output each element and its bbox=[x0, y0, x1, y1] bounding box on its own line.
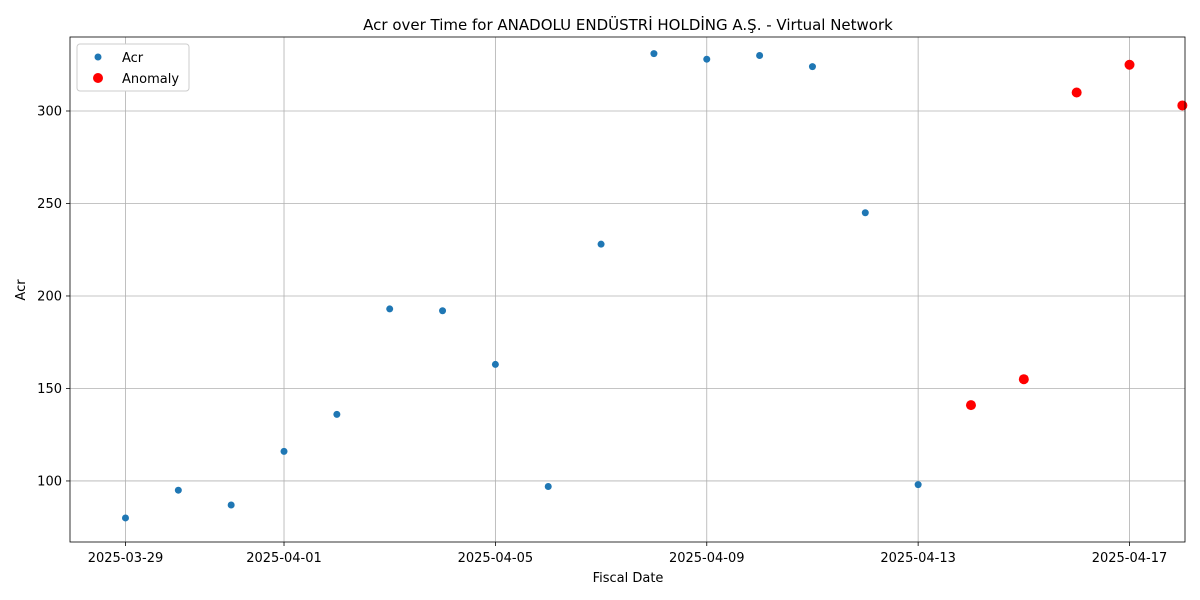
acr-point bbox=[491, 360, 499, 368]
acr-point bbox=[914, 481, 922, 489]
x-tick-label: 2025-04-05 bbox=[458, 551, 534, 566]
legend-anomaly-label: Anomaly bbox=[122, 72, 179, 87]
acr-point bbox=[861, 209, 869, 217]
acr-point bbox=[227, 501, 235, 509]
anomaly-point bbox=[1124, 59, 1135, 70]
acr-point bbox=[650, 50, 658, 58]
acr-point bbox=[280, 447, 288, 455]
acr-point bbox=[386, 305, 394, 313]
x-tick-label: 2025-04-01 bbox=[246, 551, 322, 566]
acr-point bbox=[174, 486, 182, 494]
ticks-layer: 2025-03-29 2025-04-01 2025-04-05 2025-04-09… bbox=[37, 104, 1167, 566]
points-layer bbox=[121, 50, 1188, 522]
y-tick-label: 200 bbox=[37, 289, 62, 304]
acr-point bbox=[121, 514, 129, 522]
x-tick-label: 2025-04-13 bbox=[880, 551, 956, 566]
anomaly-point bbox=[965, 400, 976, 411]
acr-point bbox=[333, 410, 341, 418]
x-tick-label: 2025-03-29 bbox=[88, 551, 164, 566]
grid-layer bbox=[70, 37, 1185, 542]
legend-acr-marker bbox=[94, 53, 102, 61]
acr-point bbox=[597, 240, 605, 248]
legend-anomaly-marker bbox=[93, 73, 103, 83]
plot-frame bbox=[69, 36, 1186, 543]
anomaly-point bbox=[1177, 100, 1188, 111]
acr-point bbox=[756, 51, 764, 59]
y-axis-label: Acr bbox=[14, 279, 29, 301]
chart-title: Acr over Time for ANADOLU ENDÜSTRİ HOLDİ… bbox=[363, 15, 893, 34]
legend: Acr Anomaly bbox=[76, 43, 190, 92]
y-tick-label: 150 bbox=[37, 382, 62, 397]
y-tick-label: 300 bbox=[37, 104, 62, 119]
anomaly-point bbox=[1071, 87, 1082, 98]
acr-point bbox=[703, 55, 711, 63]
x-tick-label: 2025-04-09 bbox=[669, 551, 745, 566]
acr-point bbox=[544, 483, 552, 491]
legend-box bbox=[76, 43, 190, 92]
y-tick-label: 100 bbox=[37, 474, 62, 489]
anomaly-point bbox=[1018, 374, 1029, 385]
acr-point bbox=[808, 63, 816, 71]
y-tick-label: 250 bbox=[37, 197, 62, 212]
x-axis-label: Fiscal Date bbox=[593, 571, 664, 586]
acr-point bbox=[439, 307, 447, 315]
x-tick-label: 2025-04-17 bbox=[1092, 551, 1168, 566]
legend-acr-label: Acr bbox=[122, 51, 144, 66]
